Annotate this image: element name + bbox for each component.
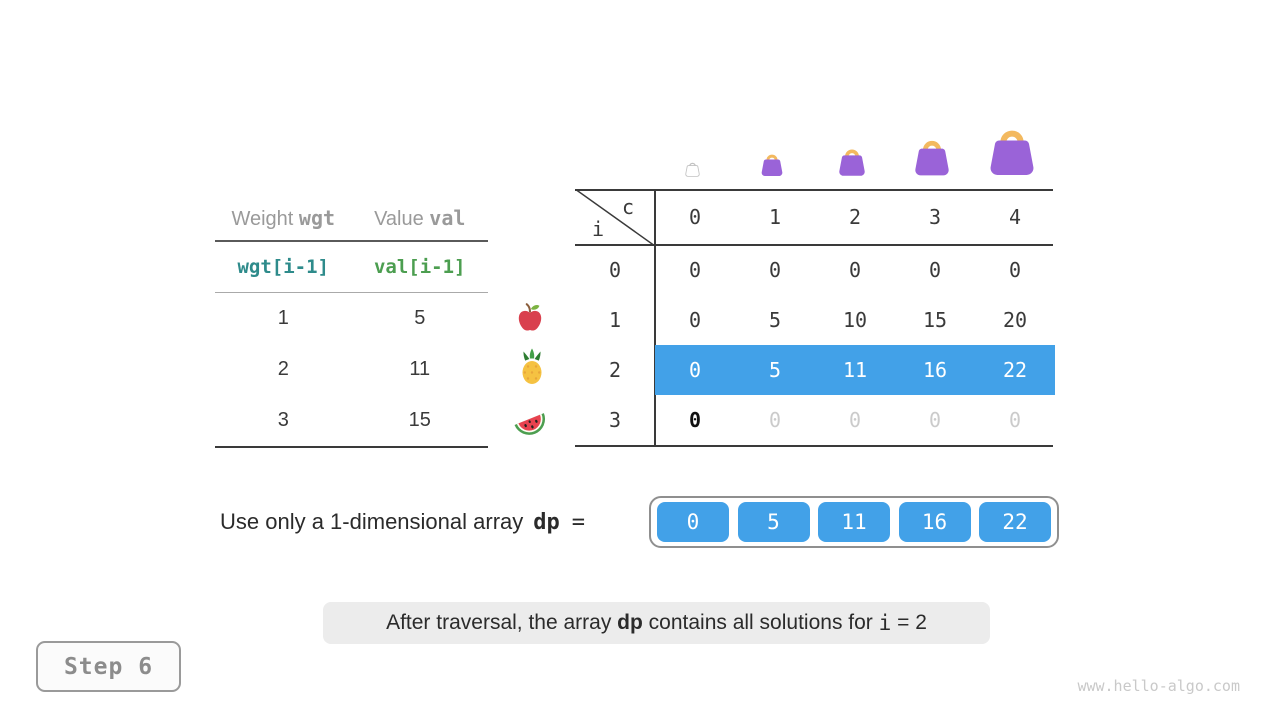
dp-cell: 20 — [1002, 308, 1028, 332]
items-table-header: Weight wgt Value val — [215, 196, 488, 240]
dp-row-2-highlighted: 0 5 11 16 22 — [655, 345, 1055, 395]
dp-array-cell: 0 — [657, 502, 729, 542]
dp-row-1: 0 5 10 15 20 — [655, 295, 1055, 345]
col-header: 4 — [1008, 205, 1022, 229]
dp-var-name: dp — [533, 510, 560, 535]
item-weight: 3 — [277, 409, 289, 431]
caption-text: contains all solutions for — [642, 611, 879, 634]
empty-bag-icon — [684, 160, 701, 182]
dp-cell: 0 — [928, 258, 942, 282]
dp-table-bottom-border — [575, 445, 1053, 447]
item-weight: 1 — [277, 307, 289, 329]
corner-row-label: i — [591, 217, 605, 241]
dp-row-3: 0 0 0 0 0 — [655, 395, 1055, 445]
wgt-code-label: wgt[i-1] — [237, 256, 329, 278]
item-row-1: 1 5 — [215, 293, 488, 344]
caption-i-var: i — [878, 611, 892, 635]
caption-banner: After traversal, the array dp contains a… — [323, 602, 990, 644]
dp-array-label: Use only a 1-dimensional array dp = — [220, 509, 585, 535]
dp-cell: 0 — [688, 308, 702, 332]
handbag-icon — [836, 145, 868, 182]
val-code-label: val[i-1] — [373, 256, 466, 278]
dp-cell: 0 — [688, 358, 702, 382]
value-column-header: Value val — [374, 205, 466, 230]
item-value: 5 — [414, 307, 426, 329]
equals-sign: = — [571, 510, 586, 535]
item-weight: 2 — [277, 358, 289, 380]
caption-dp-var: dp — [617, 611, 643, 634]
col-header: 1 — [768, 205, 782, 229]
dp-array-container: 0 5 11 16 22 — [649, 496, 1059, 548]
col-header: 3 — [928, 205, 942, 229]
dp-cell: 10 — [842, 308, 868, 332]
dp-row-0: 0 0 0 0 0 — [655, 245, 1055, 295]
dp-cell: 22 — [1002, 358, 1028, 382]
caption-text: After traversal, the array — [386, 611, 618, 634]
corner-col-label: c — [621, 195, 635, 219]
dp-table-header-border — [575, 244, 1053, 246]
dp-cell: 0 — [768, 258, 782, 282]
row-label: 1 — [608, 308, 622, 332]
handbag-icon — [985, 123, 1039, 182]
dp-cell: 0 — [688, 408, 702, 432]
step-badge: Step 6 — [36, 641, 181, 692]
item-value: 11 — [409, 358, 431, 380]
weight-column-header: Weight wgt — [231, 205, 336, 230]
divider — [215, 240, 488, 242]
row-label: 3 — [608, 408, 622, 432]
item-value: 15 — [408, 409, 431, 431]
dp-cell: 0 — [848, 408, 862, 432]
dp-cell: 11 — [842, 358, 868, 382]
dp-cell: 15 — [922, 308, 948, 332]
row-label: 0 — [608, 258, 622, 282]
dp-cell: 16 — [922, 358, 948, 382]
dp-table-vertical-border — [654, 189, 656, 447]
caption-text: = 2 — [891, 611, 927, 634]
dp-row-labels: 0 1 2 3 — [575, 245, 655, 445]
dp-cell: 0 — [848, 258, 862, 282]
items-table: Weight wgt Value val wgt[i-1] val[i-1] 1… — [215, 196, 488, 448]
item-row-2: 2 11 — [215, 344, 488, 395]
item-row-3: 3 15 — [215, 395, 488, 446]
handbag-icon — [911, 135, 953, 182]
dp-array-cell: 22 — [979, 502, 1051, 542]
col-header: 0 — [688, 205, 702, 229]
handbag-icon — [759, 151, 785, 182]
dp-array-cell: 11 — [818, 502, 890, 542]
dp-table-body: 0 0 0 0 0 0 5 10 15 20 0 5 11 16 22 0 0 … — [655, 245, 1055, 445]
dp-cell: 0 — [768, 408, 782, 432]
dp-cell: 0 — [928, 408, 942, 432]
items-table-code-row: wgt[i-1] val[i-1] — [215, 242, 488, 292]
corner-diagonal-line — [575, 189, 655, 246]
dp-cell: 0 — [688, 258, 702, 282]
dp-cell: 0 — [1008, 258, 1022, 282]
divider — [215, 446, 488, 448]
apple-icon — [514, 301, 546, 338]
dp-cell: 0 — [1008, 408, 1022, 432]
dp-cell: 5 — [768, 308, 782, 332]
row-label: 2 — [608, 358, 622, 382]
watermelon-icon — [511, 402, 549, 445]
dp-array-cell: 5 — [737, 502, 810, 542]
dp-table-top-border — [575, 189, 1053, 191]
watermark-url: www.hello-algo.com — [1077, 677, 1240, 695]
divider — [215, 292, 488, 293]
dp-cell: 5 — [768, 358, 782, 382]
dp-column-headers: 0 1 2 3 4 — [655, 190, 1055, 245]
col-header: 2 — [848, 205, 862, 229]
pineapple-icon — [514, 348, 550, 391]
dp-array-label-text: Use only a 1-dimensional array — [220, 509, 524, 534]
dp-array-cell: 16 — [898, 502, 971, 542]
